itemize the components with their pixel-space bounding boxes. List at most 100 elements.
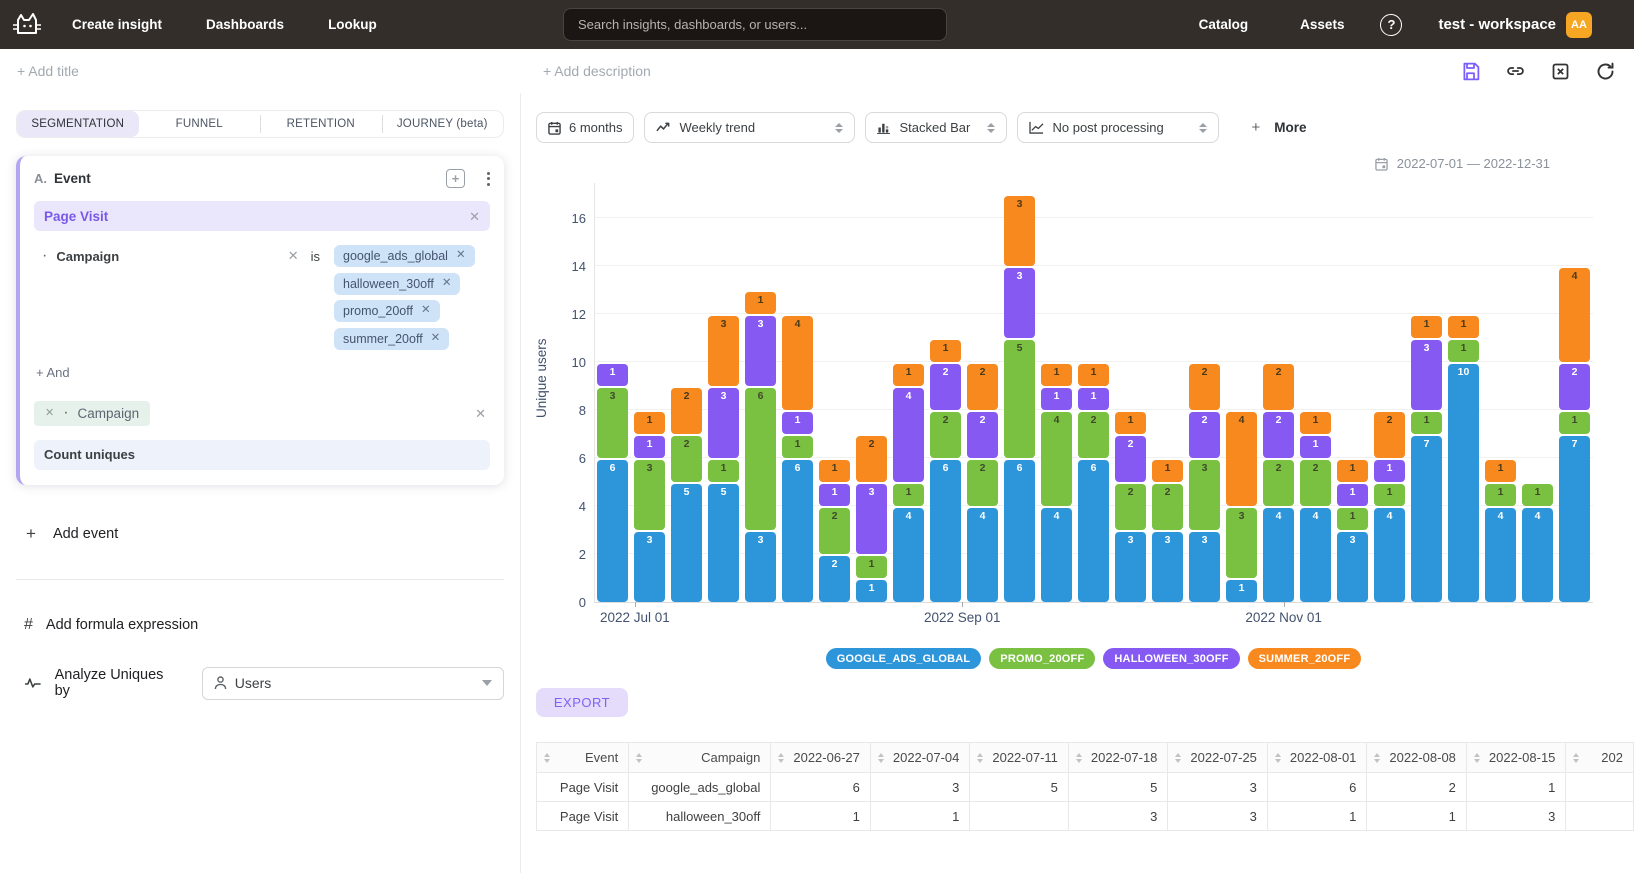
column-header[interactable]: 2022-08-01	[1267, 743, 1367, 773]
bar-2022-08-01: 4116	[782, 316, 813, 602]
add-event-button[interactable]: + Add event	[26, 524, 504, 544]
legend-item[interactable]: GOOGLE_ADS_GLOBAL	[826, 648, 982, 669]
aggregation-label: Count uniques	[44, 447, 135, 462]
column-header[interactable]: 2022-06-27	[771, 743, 871, 773]
filter-tag[interactable]: google_ads_global✕	[334, 245, 475, 267]
person-icon	[214, 676, 227, 690]
event-selector[interactable]: Page Visit ✕	[34, 201, 490, 231]
remove-event-icon[interactable]: ✕	[469, 210, 480, 223]
nav-assets[interactable]: Assets	[1300, 17, 1344, 32]
sort-icon[interactable]	[1573, 753, 1579, 763]
nav-lookup[interactable]: Lookup	[328, 17, 377, 32]
sort-icon[interactable]	[636, 753, 642, 763]
sort-icon[interactable]	[878, 753, 884, 763]
bar-segment: 1	[856, 580, 887, 602]
close-square-icon[interactable]	[1550, 61, 1571, 82]
table-cell: 6	[771, 773, 871, 802]
workspace-name[interactable]: test - workspace	[1438, 16, 1556, 33]
sort-icon[interactable]	[778, 753, 784, 763]
filter-tag[interactable]: promo_20off✕	[334, 300, 440, 322]
column-header[interactable]: Campaign	[629, 743, 771, 773]
aggregation-selector[interactable]: Count uniques	[34, 440, 490, 470]
sort-icon[interactable]	[1275, 753, 1281, 763]
bar-2022-10-31: 2224	[1263, 364, 1294, 602]
table-cell: 3	[1168, 773, 1268, 802]
remove-tag-icon[interactable]: ✕	[442, 278, 452, 290]
search-input[interactable]	[563, 8, 947, 41]
column-header[interactable]: 202	[1566, 743, 1634, 773]
avatar[interactable]: AA	[1566, 12, 1592, 38]
post-processing-select[interactable]: No post processing	[1017, 112, 1219, 143]
column-header[interactable]: 2022-08-08	[1367, 743, 1467, 773]
help-icon[interactable]: ?	[1380, 14, 1402, 36]
column-header[interactable]: 2022-07-18	[1068, 743, 1168, 773]
filter-operator[interactable]: is	[311, 249, 320, 264]
sort-icon[interactable]	[977, 753, 983, 763]
nav-catalog[interactable]: Catalog	[1199, 17, 1249, 32]
bar-2022-08-08: 1122	[819, 460, 850, 602]
column-header[interactable]: Event	[537, 743, 629, 773]
column-header[interactable]: 2022-07-25	[1168, 743, 1268, 773]
tab-retention[interactable]: RETENTION	[260, 111, 382, 137]
chart-type-select[interactable]: Stacked Bar	[865, 112, 1007, 143]
filter-tag[interactable]: halloween_30off ✕	[334, 273, 460, 295]
add-filter-icon[interactable]: +	[446, 169, 465, 188]
bar-segment: 1	[634, 436, 665, 458]
link-icon[interactable]	[1505, 61, 1526, 82]
tab-segmentation[interactable]: SEGMENTATION	[17, 111, 139, 137]
app-logo-cat-icon[interactable]	[10, 8, 44, 42]
bar-segment: 4	[893, 508, 924, 602]
add-title-field[interactable]: + Add title	[17, 63, 79, 79]
remove-tag-icon[interactable]: ✕	[431, 333, 441, 345]
sort-icon[interactable]	[1374, 753, 1380, 763]
filter-tag-label: halloween_30off	[343, 277, 434, 291]
remove-breakdown-icon[interactable]: ✕	[45, 408, 54, 419]
add-description-field[interactable]: + Add description	[543, 63, 651, 79]
legend-item[interactable]: HALLOWEEN_30OFF	[1103, 648, 1239, 669]
add-and-filter[interactable]: + And	[36, 365, 490, 380]
remove-filter-icon[interactable]: ✕	[288, 249, 299, 262]
legend-item[interactable]: SUMMER_20OFF	[1248, 648, 1362, 669]
tab-funnel[interactable]: FUNNEL	[139, 111, 261, 137]
sort-icon[interactable]	[544, 753, 550, 763]
nav-create-insight[interactable]: Create insight	[72, 17, 162, 32]
column-header[interactable]: 2022-07-11	[970, 743, 1069, 773]
bar-2022-11-21: 2114	[1374, 412, 1405, 602]
filter-property[interactable]: Campaign	[56, 249, 119, 264]
remove-tag-icon[interactable]: ✕	[456, 250, 466, 262]
table-cell: Page Visit	[537, 802, 629, 831]
sort-icon[interactable]	[1474, 753, 1480, 763]
bar-segment: 6	[782, 460, 813, 602]
time-window-button[interactable]: 6 months	[536, 112, 634, 143]
trend-select[interactable]: Weekly trend	[644, 112, 855, 143]
analyze-by-select[interactable]: Users	[202, 667, 504, 700]
bar-segment: 1	[1411, 412, 1442, 434]
column-header[interactable]: 2022-08-15	[1466, 743, 1566, 773]
card-menu-icon[interactable]	[487, 172, 490, 186]
remove-tag-icon[interactable]: ✕	[421, 305, 431, 317]
table-cell	[970, 802, 1069, 831]
clear-breakdown-icon[interactable]: ✕	[475, 407, 486, 420]
bar-segment: 5	[671, 484, 702, 602]
breakdown-chip[interactable]: ✕ · Campaign	[34, 401, 150, 426]
date-range: 2022-07-01 — 2022-12-31	[536, 156, 1634, 171]
bar-segment: 2	[819, 508, 850, 554]
bar-segment: 2	[1152, 484, 1183, 530]
filter-tag[interactable]: summer_20off✕	[334, 328, 449, 350]
refresh-icon[interactable]	[1595, 61, 1616, 82]
nav-dashboards[interactable]: Dashboards	[206, 17, 284, 32]
save-icon[interactable]	[1460, 61, 1481, 82]
sort-icon[interactable]	[1175, 753, 1181, 763]
bar-segment: 1	[893, 364, 924, 386]
add-formula-button[interactable]: # Add formula expression	[24, 616, 504, 634]
legend-item[interactable]: PROMO_20OFF	[989, 648, 1095, 669]
bar-segment: 2	[1374, 412, 1405, 458]
bar-segment: 3	[708, 316, 739, 386]
sort-icon[interactable]	[1076, 753, 1082, 763]
export-button[interactable]: EXPORT	[536, 688, 628, 717]
bar-segment: 1	[1374, 484, 1405, 506]
more-button[interactable]: + More	[1251, 119, 1306, 136]
tab-journey[interactable]: JOURNEY (beta)	[382, 111, 504, 137]
column-header[interactable]: 2022-07-04	[870, 743, 970, 773]
table-cell: 5	[970, 773, 1069, 802]
